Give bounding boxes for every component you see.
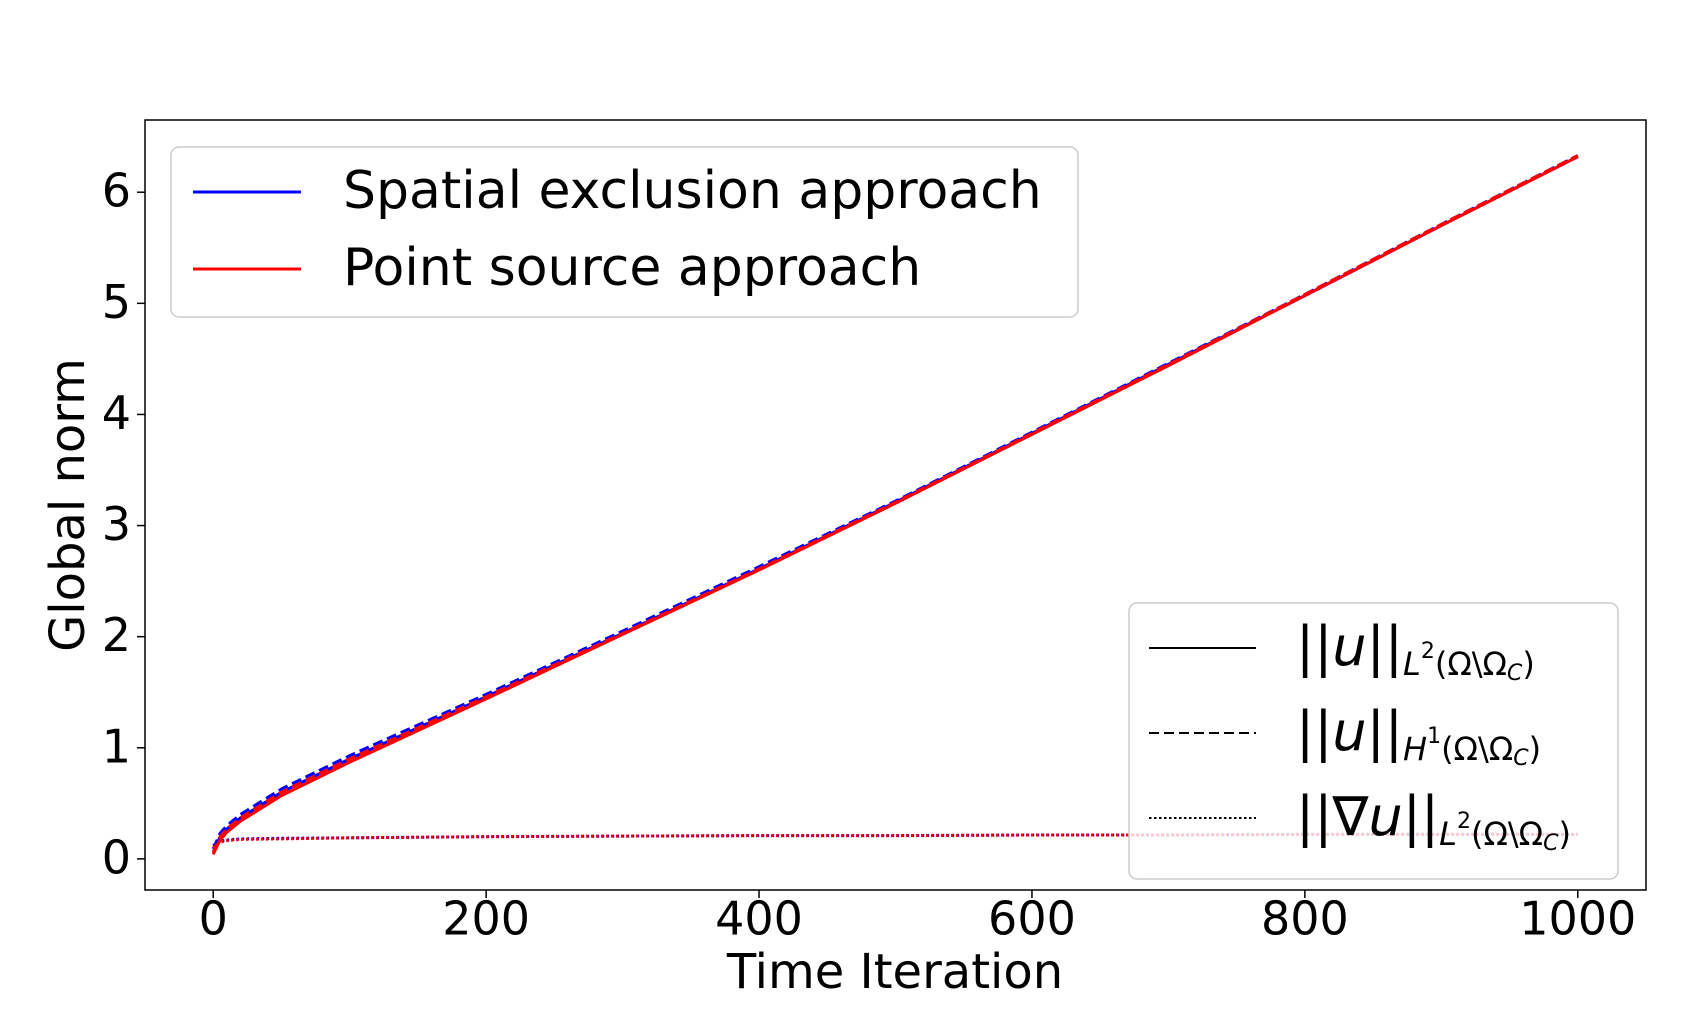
legend-label-part: C: [1507, 661, 1523, 686]
legend-label-part: 1: [1427, 724, 1441, 749]
x-tick-label: 600: [988, 892, 1076, 946]
y-tick-label: 1: [102, 719, 131, 773]
legend-label-part: (Ω\Ω: [1435, 645, 1507, 683]
series-line: [212, 832, 1578, 849]
y-tick-label: 3: [102, 497, 131, 551]
legend-label-part: C: [1543, 831, 1559, 856]
legend-label-part: L: [1403, 645, 1421, 683]
legend-label-part: L: [1439, 815, 1457, 853]
legend-label-part: 2: [1421, 639, 1435, 664]
legend-label-part: ||∇u||: [1296, 785, 1439, 848]
x-tick-label: 0: [199, 892, 228, 946]
y-axis-label: Global norm: [40, 358, 96, 652]
legend-label: ||∇u||L2(Ω\ΩC): [1296, 785, 1571, 856]
y-tick-label: 6: [102, 164, 131, 218]
legend-label-part: H: [1403, 730, 1427, 768]
x-tick-label: 1000: [1519, 892, 1636, 946]
style-legend: [1128, 602, 1619, 880]
legend-label-part: ||u||: [1296, 615, 1403, 678]
legend-label: ||u||L2(Ω\ΩC): [1296, 615, 1535, 686]
y-tick-label: 2: [102, 608, 131, 662]
legend-label: Spatial exclusion approach: [343, 161, 1042, 221]
lines: [211, 154, 1579, 856]
legend-label-part: ||u||: [1296, 700, 1403, 763]
legend-label-part: C: [1513, 746, 1529, 771]
legend-label-part: 2: [1457, 809, 1471, 834]
x-axis-label: Time Iteration: [726, 944, 1063, 1000]
legend-label-part: ): [1522, 645, 1534, 683]
legend-label-part: (Ω\Ω: [1441, 730, 1513, 768]
legend-label: Point source approach: [343, 238, 921, 298]
y-tick-label: 0: [102, 830, 131, 884]
y-tick-label: 4: [102, 386, 131, 440]
legend-label: ||u||H1(Ω\ΩC): [1296, 700, 1541, 771]
x-tick-label: 800: [1261, 892, 1349, 946]
series-line: [211, 154, 1579, 853]
legend-label-part: ): [1529, 730, 1541, 768]
x-tick-label: 200: [442, 892, 530, 946]
color-legend: [170, 146, 1079, 318]
legend-label-part: (Ω\Ω: [1471, 815, 1543, 853]
legend-label-part: ): [1559, 815, 1571, 853]
y-tick-label: 5: [102, 275, 131, 329]
plot-frame: [144, 119, 1647, 891]
x-tick-label: 400: [715, 892, 803, 946]
